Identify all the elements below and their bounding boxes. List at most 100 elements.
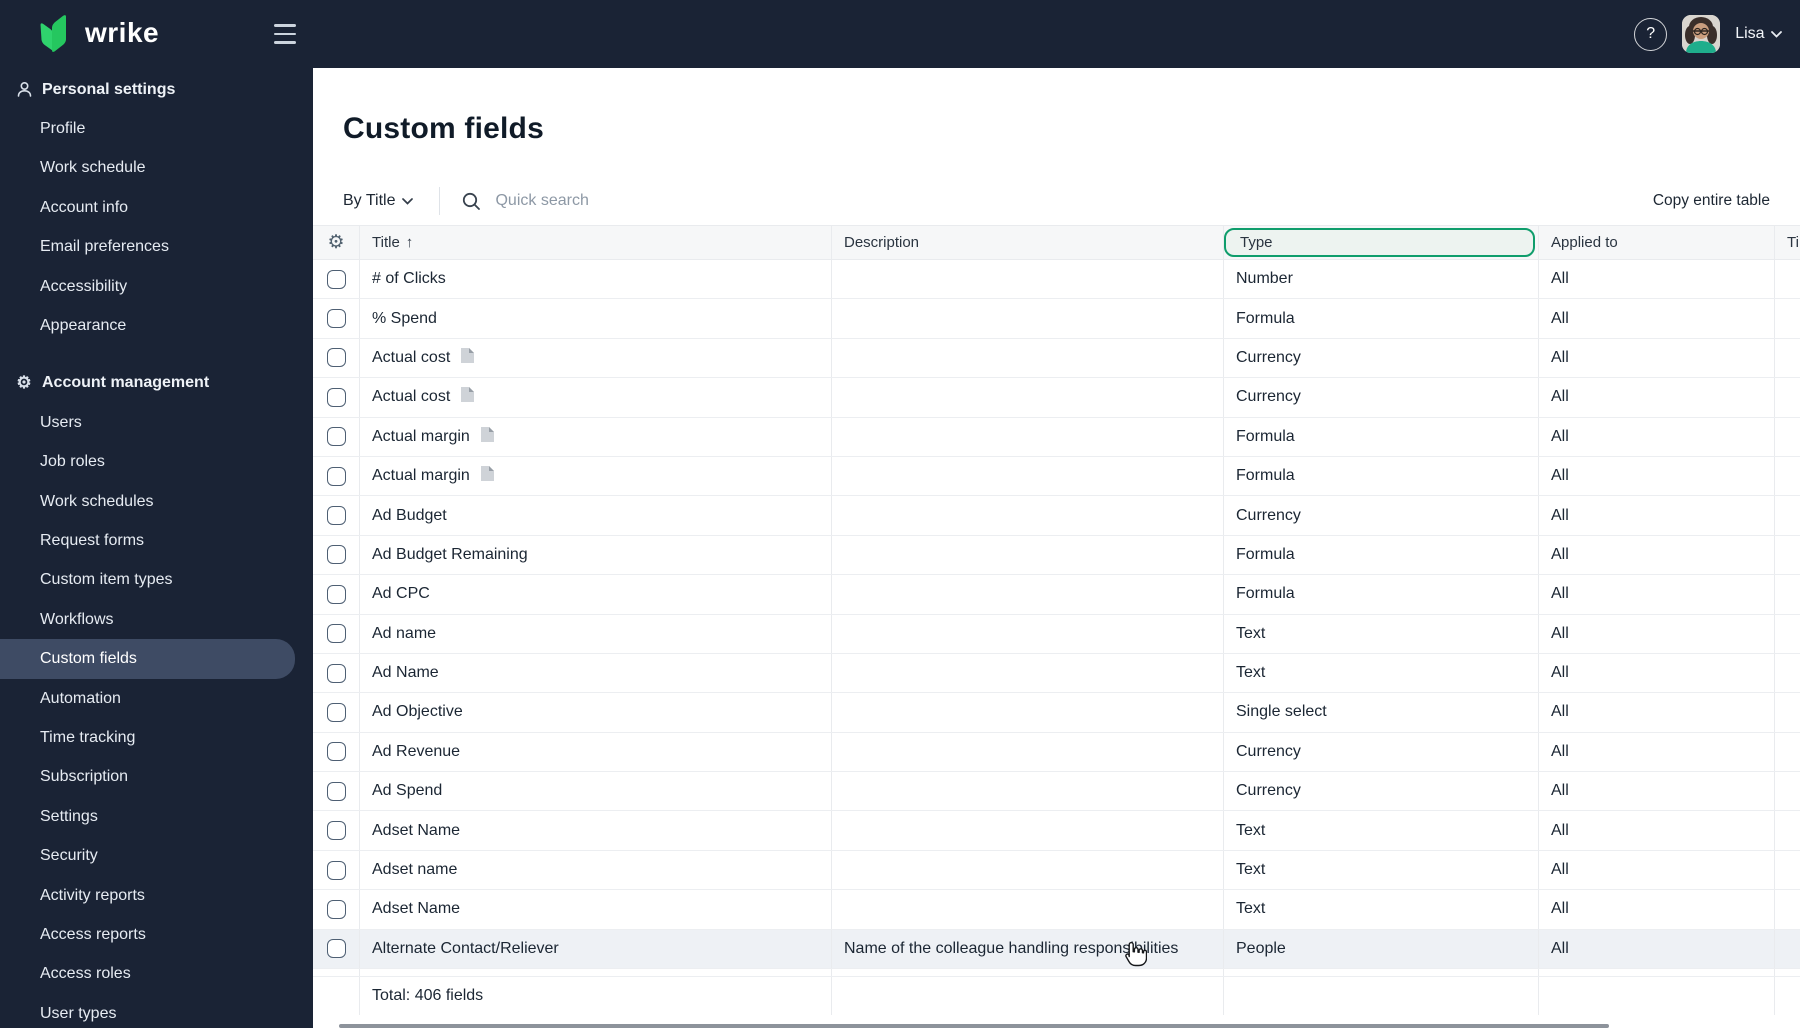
row-checkbox[interactable] [326,348,346,368]
sidebar-section-header-account-management[interactable]: ⚙ Account management [16,373,210,393]
column-header-description[interactable]: Description [832,226,1224,259]
toolbar-divider [439,187,441,215]
row-checkbox[interactable] [326,387,346,407]
search-icon [463,192,481,210]
table-row[interactable]: Ad Revenue Currency All [313,732,1800,773]
row-checkbox[interactable] [326,269,346,289]
table-row[interactable]: Ad Spend Currency All [313,772,1800,812]
sidebar-item-workflows[interactable]: Workflows [40,610,114,628]
row-checkbox[interactable] [326,624,346,644]
sidebar-item-appearance[interactable]: Appearance [40,317,127,335]
sidebar-item-access-roles[interactable]: Access roles [40,965,131,983]
sidebar-item-security[interactable]: Security [40,847,98,865]
row-checkbox[interactable] [326,663,346,683]
page-title: Custom fields [343,112,544,145]
sort-ascending-icon: ↑ [405,234,414,251]
sidebar-item-access-reports[interactable]: Access reports [40,925,146,943]
copy-entire-table-button[interactable]: Copy entire table [1652,192,1770,209]
sidebar-item-subscription[interactable]: Subscription [40,768,129,786]
person-icon [15,81,33,99]
table-row[interactable]: Alternate Contact/Reliever Name of the c… [313,929,1800,970]
sidebar-item-profile[interactable]: Profile [40,120,86,138]
table-row[interactable]: Adset Name Text All [313,811,1800,851]
sidebar-item-time-tracking[interactable]: Time tracking [40,728,136,746]
table-toolbar: By Title Quick search Copy entire table [313,183,1800,219]
avatar[interactable] [1682,15,1721,53]
table-row[interactable]: Ad Name Text All [313,653,1800,694]
sidebar-item-account-info[interactable]: Account info [40,198,129,216]
table-total-row: Total: 406 fields [313,977,1800,1016]
sidebar-item-request-forms[interactable]: Request forms [40,531,145,549]
horizontal-scrollbar[interactable] [339,1024,1609,1028]
chevron-down-icon [1771,25,1782,43]
table-row[interactable]: Ad Objective Single select All [313,693,1800,733]
row-checkbox[interactable] [326,309,346,329]
sidebar-item-accessibility[interactable]: Accessibility [40,277,128,295]
row-checkbox[interactable] [326,860,346,880]
note-icon [480,426,495,448]
user-menu[interactable]: Lisa [1735,25,1782,43]
row-checkbox[interactable] [326,506,346,526]
sidebar-item-automation[interactable]: Automation [40,689,121,707]
sidebar-item-user-types[interactable]: User types [40,1004,117,1022]
note-icon [480,465,495,487]
row-checkbox[interactable] [326,545,346,565]
table-row[interactable]: Ad Budget Currency All [313,496,1800,536]
table-row[interactable]: Actual margin Formula All [313,417,1800,457]
sidebar-item-job-roles[interactable]: Job roles [40,453,105,471]
table-row[interactable]: Adset name Text All [313,850,1800,891]
row-checkbox[interactable] [326,742,346,762]
sidebar-section: Personal settings Profile Work schedule Ac… [0,70,313,346]
row-checkbox[interactable] [326,899,346,919]
table-row[interactable]: # of Clicks Number All [313,260,1800,300]
row-checkbox[interactable] [326,939,346,959]
wrike-logo: wrike [40,13,160,54]
table-row[interactable]: Actual cost Currency All [313,338,1800,379]
help-icon[interactable]: ? [1634,17,1668,51]
search-placeholder: Quick search [495,192,589,209]
top-bar: wrike ? Lisa [0,0,1800,68]
column-settings-button[interactable]: ⚙ [313,226,360,259]
sidebar-item-work-schedule[interactable]: Work schedule [40,159,146,177]
note-icon [460,386,475,408]
column-header-applied-to[interactable]: Applied to [1539,226,1775,259]
total-fields-label: Total: 406 fields [360,977,832,1016]
sidebar-item-activity-reports[interactable]: Activity reports [40,886,145,904]
partial-row [313,969,1800,978]
row-checkbox[interactable] [326,466,346,486]
table-row[interactable]: Actual margin Formula All [313,456,1800,497]
user-name-label: Lisa [1735,25,1765,42]
table-row[interactable]: Ad CPC Formula All [313,575,1800,615]
sidebar-item-custom-fields[interactable]: Custom fields [0,639,295,679]
sidebar-section-header-personal-settings[interactable]: Personal settings [0,70,313,109]
sidebar-item-settings[interactable]: Settings [40,807,98,825]
sidebar-item-custom-item-types[interactable]: Custom item types [40,571,173,589]
column-header-type[interactable]: Type [1224,226,1539,259]
hamburger-menu-icon[interactable] [274,24,296,44]
table-row[interactable]: % Spend Formula All [313,299,1800,339]
row-checkbox[interactable] [326,702,346,722]
column-header-title[interactable]: Title ↑ [360,226,832,259]
table-row[interactable]: Ad Budget Remaining Formula All [313,535,1800,576]
logo-text: wrike [85,17,160,48]
note-icon [460,347,475,369]
chevron-down-icon [402,197,414,205]
row-checkbox[interactable] [326,584,346,604]
table-row[interactable]: Adset Name Text All [313,890,1800,930]
row-checkbox[interactable] [326,427,346,447]
filter-by-dropdown[interactable]: By Title [343,192,414,210]
custom-fields-table: ⚙ Title ↑ Description Type Applied to Ti… [313,225,1800,1016]
main-content: Custom fields By Title Quick search Copy… [313,68,1800,1028]
settings-sidebar: Personal settings Profile Work schedule Ac… [0,68,313,1028]
sidebar-item-email-preferences[interactable]: Email preferences [40,238,169,256]
table-row[interactable]: Actual cost Currency All [313,378,1800,418]
filter-by-label: By Title [343,192,396,209]
quick-search-input[interactable]: Quick search [462,192,1652,211]
row-checkbox[interactable] [326,781,346,801]
column-header-clipped[interactable]: Ti [1787,234,1799,251]
type-column-highlight: Type [1224,228,1535,257]
table-row[interactable]: Ad name Text All [313,614,1800,654]
sidebar-item-work-schedules[interactable]: Work schedules [40,492,154,510]
sidebar-item-users[interactable]: Users [40,413,82,431]
row-checkbox[interactable] [326,821,346,841]
